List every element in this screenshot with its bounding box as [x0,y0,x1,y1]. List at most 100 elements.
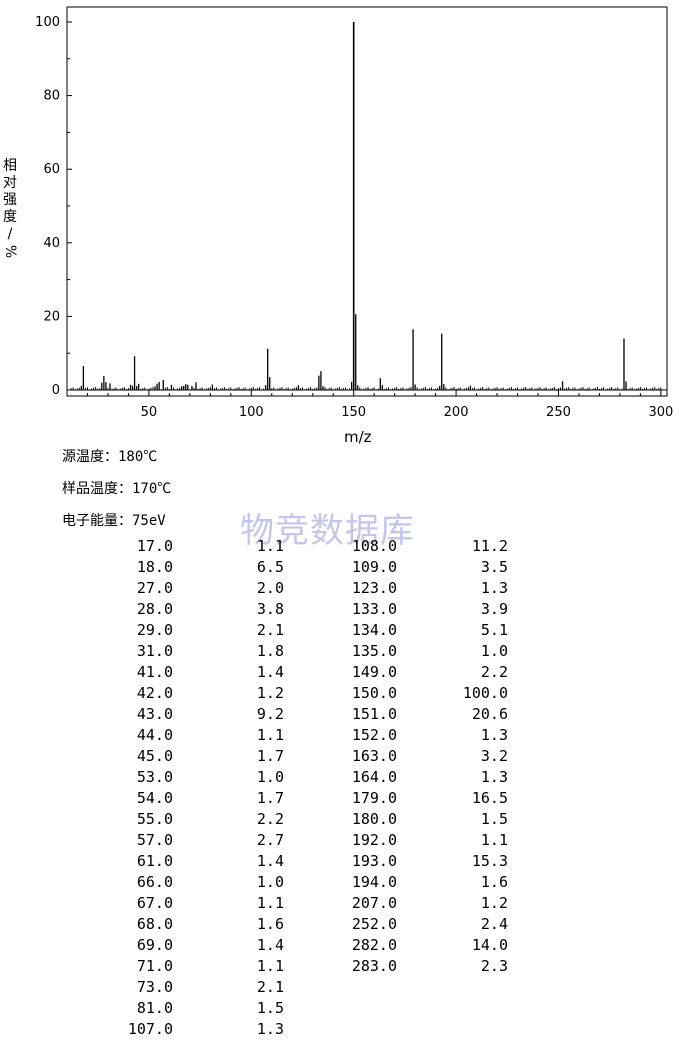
intensity-value: 6.5 [194,558,284,576]
x-tick-label: 250 [546,405,571,420]
mz-value: 81.0 [83,999,173,1017]
intensity-value: 1.6 [194,915,284,933]
intensity-value: 1.1 [194,537,284,555]
mz-value: 18.0 [83,558,173,576]
mz-value: 194.0 [307,873,397,891]
mz-value: 17.0 [83,537,173,555]
mz-value: 69.0 [83,936,173,954]
mz-value: 41.0 [83,663,173,681]
y-tick-label: 20 [43,309,60,324]
intensity-value: 5.1 [418,621,508,639]
mz-value: 29.0 [83,621,173,639]
mz-value: 252.0 [307,915,397,933]
mz-value: 71.0 [83,957,173,975]
mz-value: 107.0 [83,1020,173,1038]
intensity-value: 1.1 [418,831,508,849]
y-axis-label-char: 强 [2,192,18,209]
intensity-value: 1.7 [194,789,284,807]
mz-value: 31.0 [83,642,173,660]
intensity-value: 1.0 [194,873,284,891]
intensity-value: 2.2 [194,810,284,828]
mz-value: 68.0 [83,915,173,933]
mz-value: 108.0 [307,537,397,555]
intensity-value: 14.0 [418,936,508,954]
mz-value: 163.0 [307,747,397,765]
mz-value: 27.0 [83,579,173,597]
mz-value: 66.0 [83,873,173,891]
x-axis-label: m/z [344,428,372,446]
intensity-value: 20.6 [418,705,508,723]
y-axis-label-char: 对 [2,175,18,192]
mz-value: 28.0 [83,600,173,618]
mz-value: 45.0 [83,747,173,765]
mz-value: 180.0 [307,810,397,828]
intensity-value: 2.3 [418,957,508,975]
intensity-value: 1.3 [418,768,508,786]
intensity-value: 1.1 [194,957,284,975]
intensity-value: 3.5 [418,558,508,576]
mz-value: 134.0 [307,621,397,639]
mz-value: 61.0 [83,852,173,870]
mass-spectrum-chart: 0 20 40 60 80 100 50 100 150 200 250 300 [0,0,680,420]
mz-value: 164.0 [307,768,397,786]
intensity-value: 1.0 [194,768,284,786]
mz-value: 150.0 [307,684,397,702]
intensity-value: 1.5 [418,810,508,828]
mz-value: 133.0 [307,600,397,618]
mz-value: 282.0 [307,936,397,954]
mz-value: 73.0 [83,978,173,996]
plot-frame [67,7,667,396]
y-axis-label-char: 相 [2,158,18,175]
mz-value: 55.0 [83,810,173,828]
intensity-value: 1.4 [194,663,284,681]
intensity-value: 1.4 [194,936,284,954]
intensity-value: 1.3 [418,579,508,597]
x-tick-label: 200 [444,405,469,420]
y-tick-label: 0 [52,383,60,398]
intensity-value: 1.2 [194,684,284,702]
intensity-value: 9.2 [194,705,284,723]
mz-value: 192.0 [307,831,397,849]
intensity-value: 1.6 [418,873,508,891]
y-tick-label: 80 [43,89,60,104]
y-tick-label: 40 [43,236,60,251]
peak-bars [81,22,626,390]
intensity-value: 15.3 [418,852,508,870]
mz-value: 149.0 [307,663,397,681]
y-axis-label-char: 度 [2,209,18,226]
intensity-value: 1.8 [194,642,284,660]
intensity-value: 1.0 [418,642,508,660]
mz-value: 207.0 [307,894,397,912]
intensity-value: 1.3 [418,726,508,744]
intensity-value: 2.1 [194,978,284,996]
mz-value: 54.0 [83,789,173,807]
mz-value: 179.0 [307,789,397,807]
intensity-value: 100.0 [418,684,508,702]
intensity-value: 3.9 [418,600,508,618]
mz-value: 42.0 [83,684,173,702]
intensity-value: 2.1 [194,621,284,639]
intensity-value: 1.5 [194,999,284,1017]
intensity-value: 2.2 [418,663,508,681]
mz-value: 43.0 [83,705,173,723]
intensity-value: 1.3 [194,1020,284,1038]
intensity-value: 1.4 [194,852,284,870]
intensity-value: 1.2 [418,894,508,912]
electron-energy: 电子能量：75eV [62,510,166,530]
intensity-value: 3.2 [418,747,508,765]
source-temperature: 源温度：180℃ [62,446,157,466]
y-axis: 0 20 40 60 80 100 [35,15,72,398]
x-axis: 50 100 150 200 250 300 [67,390,673,420]
x-tick-label: 100 [239,405,264,420]
intensity-value: 1.1 [194,894,284,912]
intensity-value: 11.2 [418,537,508,555]
mz-value: 135.0 [307,642,397,660]
y-tick-label: 100 [35,15,60,30]
intensity-value: 16.5 [418,789,508,807]
x-tick-label: 150 [341,405,366,420]
mz-value: 151.0 [307,705,397,723]
intensity-value: 2.7 [194,831,284,849]
mz-value: 152.0 [307,726,397,744]
mz-value: 67.0 [83,894,173,912]
sample-temperature: 样品温度：170℃ [62,478,171,498]
